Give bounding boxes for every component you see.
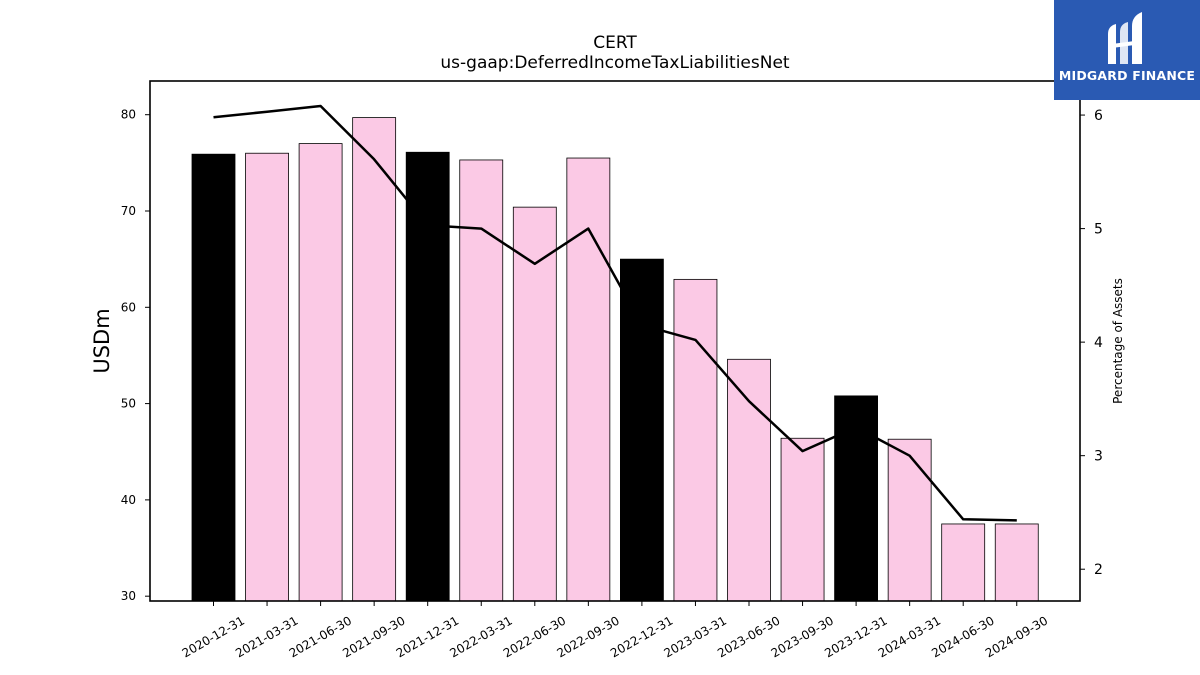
- y-tick-label: 70: [121, 204, 136, 218]
- bar-2021-09-30: [352, 117, 397, 602]
- bar-2022-09-30: [566, 157, 611, 602]
- left-axis-ticks: 30 40 50 60 70 80: [121, 108, 150, 603]
- percentage-of-assets-line: [213, 104, 1017, 522]
- y-axis-label: USDm: [90, 308, 114, 373]
- midgard-finance-logo: MIDGARD FINANCE: [1054, 0, 1200, 100]
- bar-2021-06-30: [298, 143, 343, 602]
- bar-2022-12-31: [620, 258, 664, 602]
- bar-2024-06-30: [941, 523, 986, 602]
- bar-2023-12-31: [834, 395, 878, 602]
- bar-2020-12-31: [191, 153, 236, 602]
- logo-mark-icon: [1108, 12, 1142, 64]
- right-axis-ticks: 2 3 4 5 6: [1080, 108, 1103, 578]
- y2-tick-label: 2: [1094, 562, 1103, 578]
- y2-tick-label: 5: [1094, 222, 1103, 238]
- y2-tick-label: 3: [1094, 449, 1103, 465]
- plot-frame: [149, 80, 1081, 602]
- y-tick-label: 50: [121, 397, 136, 411]
- bar-2023-03-31: [673, 278, 718, 602]
- bar-2021-12-31: [405, 151, 450, 602]
- y-tick-label: 30: [121, 589, 136, 603]
- y-tick-label: 40: [121, 493, 136, 507]
- bar-2023-09-30: [780, 437, 825, 602]
- bar-2021-03-31: [245, 152, 289, 602]
- chart-subtitle: us-gaap:DeferredIncomeTaxLiabilitiesNet: [440, 53, 790, 73]
- chart-title: CERT: [593, 33, 637, 53]
- bar-2024-09-30: [994, 523, 1039, 602]
- bars-layer: [191, 117, 1039, 602]
- y-tick-label: 60: [121, 300, 136, 314]
- bar-2024-03-31: [887, 438, 932, 602]
- bar-2022-06-30: [512, 206, 557, 602]
- y2-tick-label: 6: [1094, 108, 1103, 124]
- y2-tick-label: 4: [1094, 335, 1103, 351]
- bar-2022-03-31: [459, 159, 504, 602]
- x-axis-ticks: 2020-12-312021-03-312021-06-302021-09-30…: [180, 601, 1050, 660]
- logo-text: MIDGARD FINANCE: [1058, 68, 1196, 83]
- y-tick-label: 80: [121, 108, 136, 122]
- y2-axis-label: Percentage of Assets: [1111, 278, 1125, 404]
- bar-2023-06-30: [727, 358, 771, 602]
